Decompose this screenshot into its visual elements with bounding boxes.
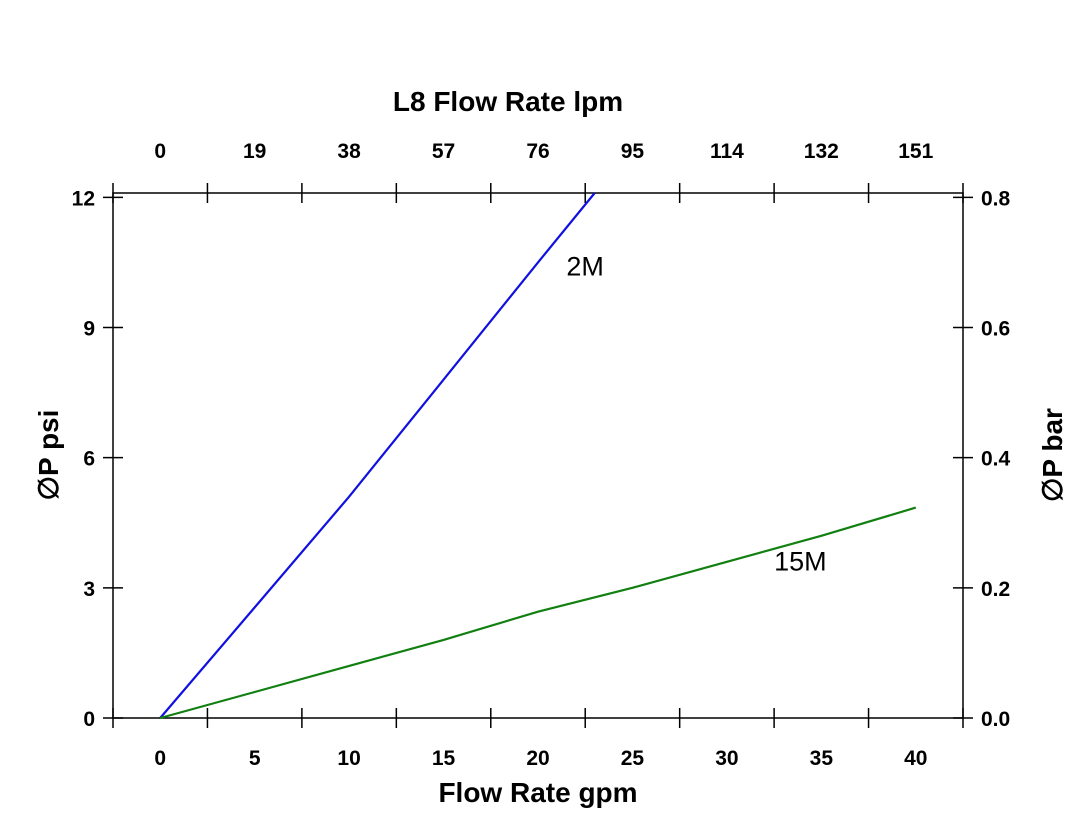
x-tick-label: 35 (810, 747, 834, 770)
x-axis-title: Flow Rate gpm (438, 777, 637, 808)
x-tick-label: 15 (432, 747, 456, 770)
y-tick-label: 6 (83, 448, 95, 471)
x-tick-label: 0 (154, 747, 166, 770)
y2-axis-title: ∅P bar (1037, 408, 1068, 502)
top-tick-label: 132 (804, 140, 839, 163)
top-tick-label: 0 (154, 140, 166, 163)
y2-tick-label: 0.0 (981, 708, 1010, 731)
top-tick-label: 95 (621, 140, 645, 163)
x-tick-label: 20 (526, 747, 549, 770)
top-tick-label: 151 (898, 140, 933, 163)
top-tick-label: 76 (526, 140, 549, 163)
top-tick-label: 114 (710, 140, 744, 163)
y-tick-label: 0 (83, 708, 95, 731)
x-tick-label: 25 (621, 747, 645, 770)
chart-title: L8 Flow Rate lpm (393, 86, 623, 117)
series-line-15M (159, 506, 917, 720)
series-line-2M (159, 192, 596, 719)
y-tick-label: 12 (72, 187, 95, 210)
x-tick-label: 5 (249, 747, 261, 770)
y-tick-label: 3 (83, 578, 95, 601)
y2-tick-label: 0.4 (981, 448, 1011, 471)
y2-tick-label: 0.2 (981, 578, 1010, 601)
y2-tick-label: 0.8 (981, 187, 1011, 210)
x-tick-label: 40 (904, 747, 927, 770)
series-label-15M: 15M (774, 546, 827, 576)
plot-frame (112, 192, 964, 719)
top-tick-label: 38 (337, 140, 361, 163)
top-tick-label: 19 (243, 140, 266, 163)
series-label-2M: 2M (566, 251, 604, 281)
x-tick-label: 30 (715, 747, 738, 770)
y-axis-title: ∅P psi (33, 410, 64, 501)
top-tick-label: 57 (432, 140, 455, 163)
x-tick-label: 10 (337, 747, 360, 770)
y2-tick-label: 0.6 (981, 318, 1010, 341)
y-tick-label: 9 (83, 318, 95, 341)
